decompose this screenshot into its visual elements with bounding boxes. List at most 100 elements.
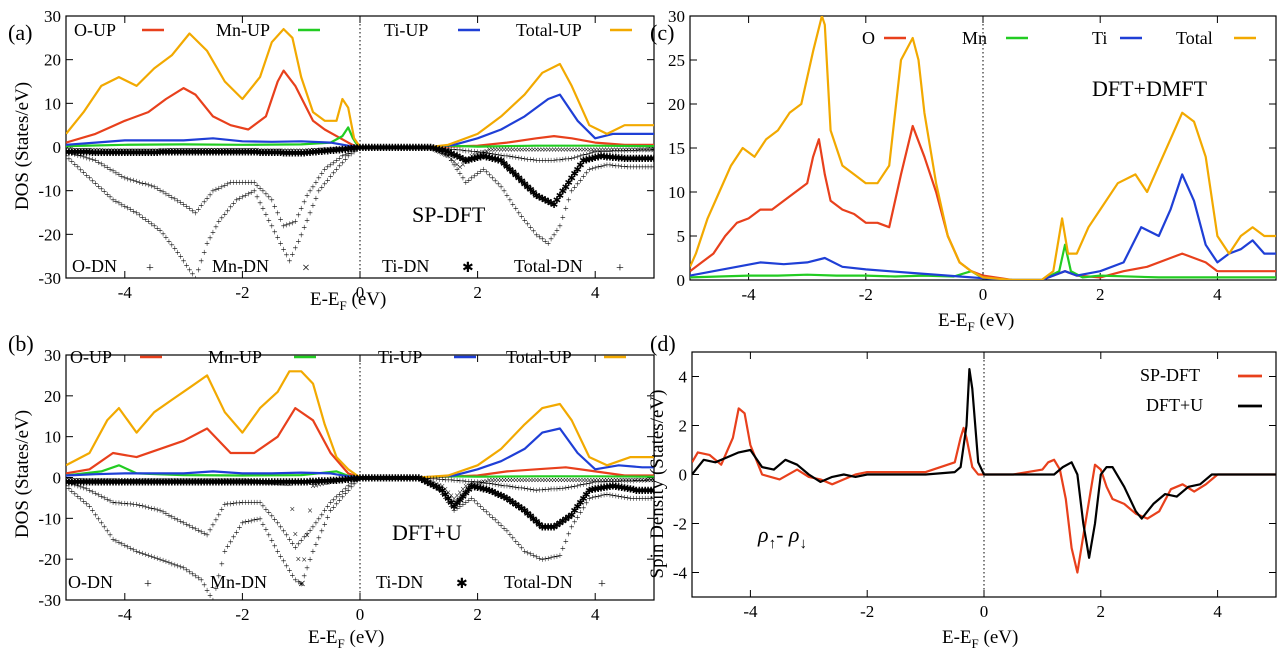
data-point: × — [75, 145, 81, 156]
data-point: + — [113, 498, 119, 509]
data-point: ✱ — [253, 148, 261, 159]
data-point: × — [475, 479, 481, 490]
data-point: + — [337, 154, 343, 165]
data-point: + — [143, 502, 149, 513]
data-point: ✱ — [362, 143, 370, 154]
data-point: + — [140, 502, 146, 513]
panel-b: (b) -4 -2 0 2 43020100-10-20-30+++++++++++++… — [8, 331, 655, 651]
data-point: + — [592, 163, 598, 174]
data-point: ✱ — [406, 474, 414, 485]
x-tick-label: -4 — [742, 285, 757, 304]
data-point: ✱ — [282, 148, 290, 159]
data-point: × — [534, 476, 540, 487]
data-point: + — [131, 176, 137, 187]
data-point: ✱ — [162, 478, 170, 489]
data-point: ✱ — [356, 474, 364, 485]
data-point: + — [222, 210, 228, 221]
data-point: ✱ — [138, 148, 146, 159]
data-point: ✱ — [168, 148, 176, 159]
data-point: + — [369, 143, 375, 154]
series-o-dn: ++++++++++++++++++++++++++++++++++++++++… — [66, 474, 654, 554]
data-point: + — [366, 474, 372, 485]
data-point: + — [198, 201, 204, 212]
data-point: ✱ — [412, 143, 420, 154]
x-tick-label: 0 — [356, 605, 365, 624]
data-point: + — [307, 209, 313, 220]
data-point: + — [93, 510, 99, 521]
data-point: + — [428, 143, 434, 154]
data-point: × — [531, 145, 537, 156]
data-point: + — [601, 147, 607, 158]
data-point: × — [463, 157, 469, 168]
data-point: ✱ — [559, 187, 567, 198]
data-point: + — [422, 143, 428, 154]
data-point: × — [251, 477, 257, 488]
data-point: + — [266, 508, 272, 519]
data-point: + — [628, 146, 634, 157]
legend-o-dn: O-DN — [68, 572, 113, 592]
data-point: + — [581, 480, 587, 491]
data-point: + — [395, 474, 401, 485]
data-point: + — [116, 538, 122, 549]
data-point: + — [122, 174, 128, 185]
data-point: × — [507, 476, 513, 487]
data-point: + — [381, 143, 387, 154]
data-point: + — [237, 523, 243, 534]
data-point: ✱ — [253, 478, 261, 489]
data-point: × — [604, 476, 610, 487]
legend-total-up: Total-UP — [516, 20, 582, 40]
y-tick-label: -20 — [38, 550, 61, 569]
data-point: + — [351, 478, 357, 489]
data-point: × — [198, 476, 204, 487]
data-point: + — [337, 162, 343, 173]
data-point: × — [84, 145, 90, 156]
data-point: + — [125, 204, 131, 215]
x-tick-label: 0 — [980, 602, 989, 621]
data-point: ✱ — [579, 494, 587, 505]
data-point: + — [428, 143, 434, 154]
data-point: + — [639, 163, 645, 174]
data-point: + — [201, 248, 207, 259]
data-point: ✱ — [141, 478, 149, 489]
data-point: + — [119, 200, 125, 211]
data-point: + — [369, 474, 375, 485]
data-point: + — [98, 160, 104, 171]
data-point: + — [231, 178, 237, 189]
data-point: + — [369, 143, 375, 154]
data-point: ✱ — [162, 148, 170, 159]
data-point: × — [228, 146, 234, 157]
data-point: ✱ — [232, 147, 240, 158]
data-point: ✱ — [394, 143, 402, 154]
data-point: ✱ — [344, 144, 352, 155]
data-point: ✱ — [432, 483, 440, 494]
data-point: + — [504, 191, 510, 202]
data-point: + — [510, 482, 516, 493]
data-point: ✱ — [244, 147, 252, 158]
data-point: × — [592, 476, 598, 487]
data-point: + — [572, 482, 578, 493]
data-point: × — [298, 580, 304, 591]
data-point: × — [87, 476, 93, 487]
data-point: + — [251, 516, 257, 527]
data-point: × — [269, 478, 275, 489]
data-point: + — [484, 168, 490, 179]
data-point: + — [122, 499, 128, 510]
data-point: + — [163, 189, 169, 200]
data-point: ✱ — [617, 483, 625, 494]
data-point: + — [157, 186, 163, 197]
data-point: + — [475, 169, 481, 180]
data-point: + — [589, 493, 595, 504]
data-point: ✱ — [550, 523, 558, 534]
data-point: + — [351, 146, 357, 157]
data-point: × — [501, 145, 507, 156]
data-point: × — [301, 555, 307, 566]
data-point: × — [260, 478, 266, 489]
data-point: ✱ — [229, 478, 237, 489]
data-point: ✱ — [520, 506, 528, 517]
data-point: + — [240, 178, 246, 189]
data-point: + — [434, 482, 440, 493]
data-point: ✱ — [441, 147, 449, 158]
data-point: ✱ — [74, 478, 82, 489]
data-point: + — [87, 154, 93, 165]
data-point: + — [228, 537, 234, 548]
